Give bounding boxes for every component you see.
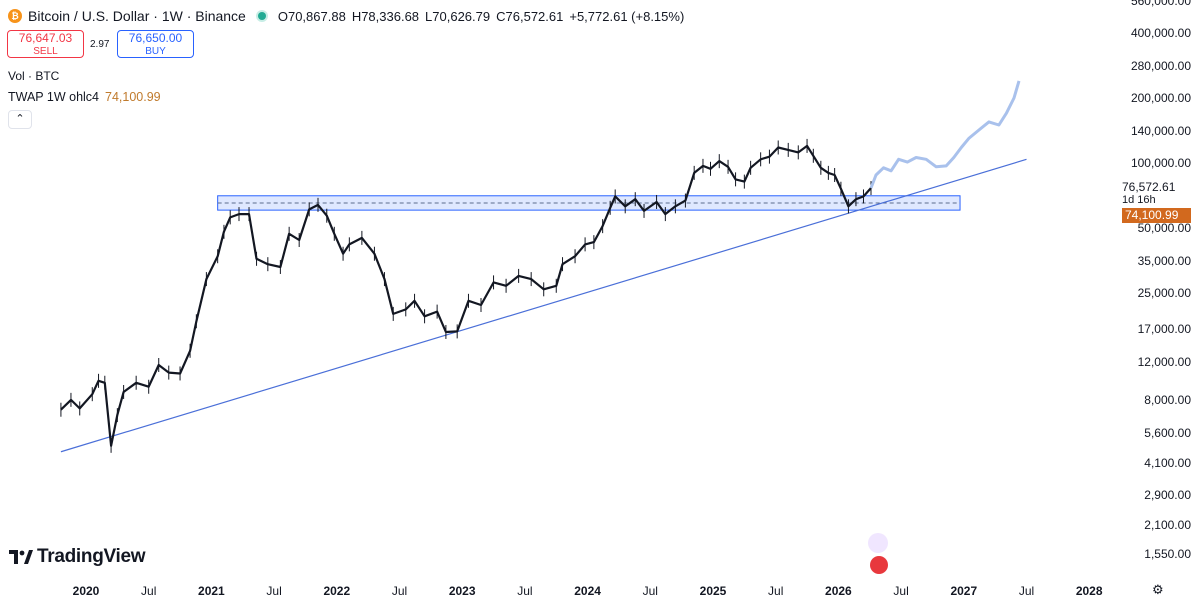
- ohlc-open: O70,867.88: [277, 8, 346, 24]
- time-axis-tick: 2020: [72, 584, 100, 598]
- ohlc-low: L70,626.79: [425, 8, 491, 24]
- time-axis-tick: Jul: [642, 584, 658, 598]
- projection-series-line: [869, 80, 1021, 189]
- time-axis[interactable]: 2020 Jul 2021 Jul 2022 Jul 2023 Jul 2024 Jul 2025 J…: [0, 576, 1199, 601]
- time-axis-tick: 2025: [699, 584, 727, 598]
- time-axis-tick: Jul: [391, 584, 408, 598]
- volume-indicator-label[interactable]: Vol · BTC: [8, 69, 60, 83]
- time-axis-tick: 2028: [1075, 584, 1103, 598]
- price-axis-tick: 25,000.00: [1137, 286, 1191, 300]
- bar-countdown: 1d 16h: [1122, 194, 1156, 206]
- time-axis-tick: 2024: [574, 584, 601, 598]
- price-axis-tick: 200,000.00: [1130, 91, 1191, 105]
- tradingview-logo-icon: [9, 550, 33, 564]
- twap-price-tag: 74,100.99: [1122, 208, 1191, 223]
- price-axis-tick: 2,100.00: [1144, 518, 1191, 533]
- trendline: [60, 158, 1027, 453]
- buy-price: 76,650.00: [128, 31, 183, 45]
- tradingview-wordmark: TradingView: [37, 546, 146, 567]
- twap-indicator-value: 74,100.99: [105, 90, 161, 104]
- price-axis-tick: 400,000.00: [1130, 26, 1191, 40]
- price-axis-tick: 5,600.00: [1144, 426, 1191, 441]
- buy-label: BUY: [145, 46, 166, 57]
- time-axis-tick: Jul: [141, 584, 157, 598]
- time-axis-tick: 2027: [950, 584, 978, 598]
- sell-button[interactable]: 76,647.03 SELL: [7, 30, 84, 58]
- ohlc-close: C76,572.61: [496, 8, 564, 24]
- time-axis-tick: 2023: [448, 584, 476, 598]
- price-axis-tick: 4,100.00: [1144, 455, 1191, 470]
- time-axis-tick: Jul: [893, 584, 909, 598]
- price-axis-tick: 280,000.00: [1130, 59, 1191, 74]
- twap-indicator-legend[interactable]: TWAP 1W ohlc4 74,100.99: [8, 90, 161, 104]
- time-axis-tick: Jul: [266, 584, 282, 598]
- time-axis-tick: 2021: [198, 584, 225, 598]
- sell-label: SELL: [33, 46, 58, 57]
- ai-assistant-icon[interactable]: [868, 533, 888, 553]
- sell-price: 76,647.03: [18, 31, 73, 45]
- buy-button[interactable]: 76,650.00 BUY: [117, 30, 194, 58]
- market-status-dot: [257, 12, 266, 20]
- last-price-tag: 76,572.61 1d 16h: [1122, 181, 1175, 207]
- time-axis-tick: 2022: [323, 584, 351, 598]
- chart-header: ₿ Bitcoin / U.S. Dollar · 1W · Binance O…: [8, 6, 684, 26]
- price-axis-tick: 140,000.00: [1130, 124, 1191, 139]
- chevron-up-icon[interactable]: ⌃: [8, 110, 32, 129]
- price-axis-tick: 35,000.00: [1137, 254, 1191, 269]
- time-axis-tick: 2026: [825, 584, 852, 598]
- tradingview-logo[interactable]: TradingView: [9, 546, 146, 568]
- symbol-title[interactable]: Bitcoin / U.S. Dollar · 1W · Binance: [28, 8, 246, 24]
- bitcoin-icon: ₿: [8, 9, 22, 23]
- time-axis-tick: Jul: [1018, 584, 1035, 598]
- price-series-line: [60, 144, 872, 447]
- price-axis-tick: 12,000.00: [1137, 354, 1191, 369]
- twap-indicator-label: TWAP 1W ohlc4: [8, 90, 99, 104]
- ohlc-change: +5,772.61 (+8.15%): [569, 8, 685, 24]
- us-flag-icon[interactable]: [870, 556, 888, 574]
- price-axis-tick: 1,550.00: [1144, 546, 1191, 561]
- price-axis-tick: 2,900.00: [1144, 488, 1191, 502]
- ohlc-high: H78,336.68: [351, 8, 420, 24]
- price-axis-tick: 50,000.00: [1137, 221, 1191, 235]
- price-axis-tick: 100,000.00: [1130, 156, 1191, 170]
- gear-icon[interactable]: ⚙: [1152, 582, 1164, 597]
- price-axis-tick: 17,000.00: [1137, 322, 1191, 337]
- price-axis-tick: 8,000.00: [1144, 392, 1191, 407]
- time-axis-tick: Jul: [517, 584, 533, 598]
- last-price-value: 76,572.61: [1122, 180, 1176, 194]
- time-axis-tick: Jul: [768, 584, 784, 598]
- spread-value: 2.97: [90, 39, 110, 50]
- price-axis-tick: 560,000.00: [1130, 0, 1191, 9]
